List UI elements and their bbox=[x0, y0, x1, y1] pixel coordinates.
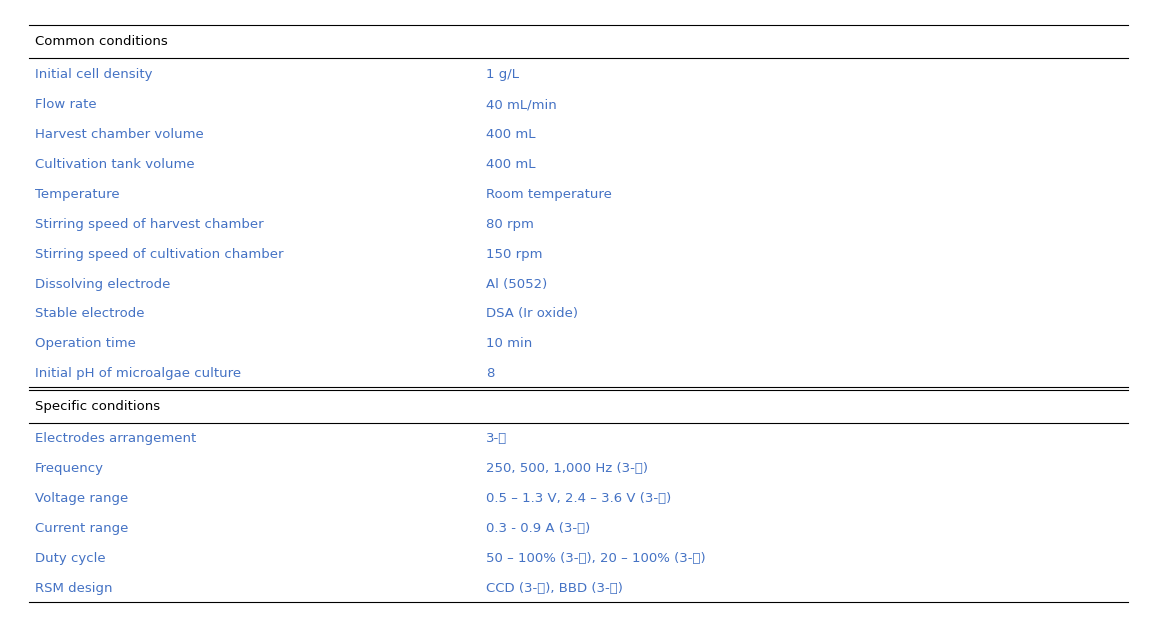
Text: Flow rate: Flow rate bbox=[35, 98, 96, 111]
Text: Frequency: Frequency bbox=[35, 462, 104, 475]
Text: Initial cell density: Initial cell density bbox=[35, 68, 153, 81]
Text: 0.5 – 1.3 V, 2.4 – 3.6 V (3-가): 0.5 – 1.3 V, 2.4 – 3.6 V (3-가) bbox=[486, 492, 671, 505]
Text: 400 mL: 400 mL bbox=[486, 128, 536, 141]
Text: Al (5052): Al (5052) bbox=[486, 277, 547, 291]
Text: Specific conditions: Specific conditions bbox=[35, 399, 160, 413]
Text: Current range: Current range bbox=[35, 522, 128, 535]
Text: Cultivation tank volume: Cultivation tank volume bbox=[35, 158, 194, 171]
Text: Harvest chamber volume: Harvest chamber volume bbox=[35, 128, 204, 141]
Text: 10 min: 10 min bbox=[486, 337, 532, 350]
Text: RSM design: RSM design bbox=[35, 582, 112, 595]
Text: 8: 8 bbox=[486, 367, 494, 380]
Text: Initial pH of microalgae culture: Initial pH of microalgae culture bbox=[35, 367, 241, 380]
Text: Operation time: Operation time bbox=[35, 337, 135, 350]
Text: 0.3 - 0.9 A (3-라): 0.3 - 0.9 A (3-라) bbox=[486, 522, 590, 535]
Text: 80 rpm: 80 rpm bbox=[486, 218, 533, 231]
Text: CCD (3-가), BBD (3-라): CCD (3-가), BBD (3-라) bbox=[486, 582, 622, 595]
Text: Duty cycle: Duty cycle bbox=[35, 552, 105, 565]
Text: Stable electrode: Stable electrode bbox=[35, 307, 145, 321]
Text: Stirring speed of cultivation chamber: Stirring speed of cultivation chamber bbox=[35, 247, 283, 261]
Text: Voltage range: Voltage range bbox=[35, 492, 128, 505]
Text: 150 rpm: 150 rpm bbox=[486, 247, 543, 261]
Text: 3-나: 3-나 bbox=[486, 432, 507, 445]
Text: Common conditions: Common conditions bbox=[35, 36, 168, 48]
Text: 40 mL/min: 40 mL/min bbox=[486, 98, 557, 111]
Text: 400 mL: 400 mL bbox=[486, 158, 536, 171]
Text: Stirring speed of harvest chamber: Stirring speed of harvest chamber bbox=[35, 218, 264, 231]
Text: Electrodes arrangement: Electrodes arrangement bbox=[35, 432, 196, 445]
Text: Room temperature: Room temperature bbox=[486, 188, 612, 201]
Text: 50 – 100% (3-가), 20 – 100% (3-라): 50 – 100% (3-가), 20 – 100% (3-라) bbox=[486, 552, 706, 565]
Text: 250, 500, 1,000 Hz (3-다): 250, 500, 1,000 Hz (3-다) bbox=[486, 462, 648, 475]
Text: DSA (Ir oxide): DSA (Ir oxide) bbox=[486, 307, 578, 321]
Text: Dissolving electrode: Dissolving electrode bbox=[35, 277, 170, 291]
Text: Temperature: Temperature bbox=[35, 188, 119, 201]
Text: 1 g/L: 1 g/L bbox=[486, 68, 519, 81]
